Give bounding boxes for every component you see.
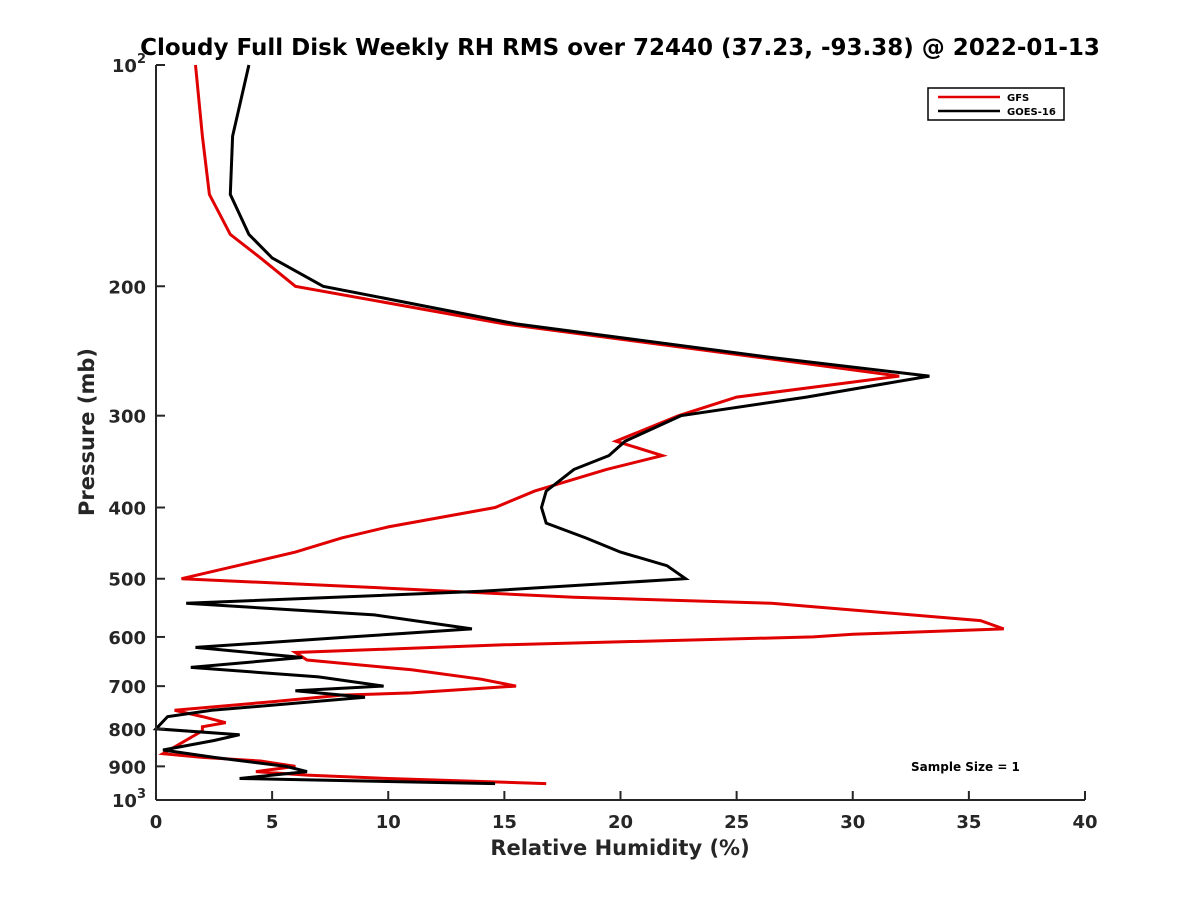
chart-title: Cloudy Full Disk Weekly RH RMS over 7244… bbox=[140, 35, 1100, 61]
legend-label-goes16: GOES-16 bbox=[1007, 107, 1056, 118]
y-tick-label: 200 bbox=[108, 277, 146, 298]
x-tick-label: 15 bbox=[492, 812, 517, 833]
y-tick-label: 900 bbox=[108, 757, 146, 778]
y-tick-label: 600 bbox=[108, 628, 146, 649]
x-axis-ticks: 0 5 10 15 20 25 30 35 40 bbox=[150, 791, 1098, 833]
x-axis-label: Relative Humidity (%) bbox=[490, 836, 749, 860]
series-layer bbox=[152, 64, 1005, 786]
legend: GFS GOES-16 bbox=[927, 87, 1065, 121]
y-tick-base: 10 bbox=[112, 791, 137, 812]
x-tick-label: 30 bbox=[840, 812, 865, 833]
x-tick-label: 40 bbox=[1072, 812, 1097, 833]
y-tick-label: 700 bbox=[108, 677, 146, 698]
x-tick-label: 20 bbox=[608, 812, 633, 833]
y-tick-label: 400 bbox=[108, 499, 146, 520]
x-tick-label: 35 bbox=[956, 812, 981, 833]
legend-box bbox=[927, 87, 1065, 121]
y-tick-base: 10 bbox=[112, 56, 137, 77]
y-tick-label: 102 bbox=[112, 52, 146, 77]
series-line-goes16 bbox=[152, 64, 930, 786]
sample-size-annotation: Sample Size = 1 bbox=[911, 760, 1020, 774]
y-tick-label: 103 bbox=[112, 787, 146, 812]
x-tick-label: 25 bbox=[724, 812, 749, 833]
x-tick-label: 0 bbox=[150, 812, 163, 833]
y-axis-label: Pressure (mb) bbox=[75, 348, 99, 516]
y-tick-label: 800 bbox=[108, 720, 146, 741]
y-tick-label: 300 bbox=[108, 407, 146, 428]
x-tick-label: 5 bbox=[266, 812, 279, 833]
x-tick-label: 10 bbox=[376, 812, 401, 833]
series-line-gfs bbox=[158, 64, 1005, 786]
plot-area: 0 5 10 15 20 25 30 35 40 10220030040050060070080… bbox=[108, 52, 1097, 833]
y-tick-exponent: 3 bbox=[137, 787, 146, 802]
legend-label-gfs: GFS bbox=[1007, 93, 1029, 104]
y-tick-exponent: 2 bbox=[137, 52, 146, 67]
y-tick-label: 500 bbox=[108, 570, 146, 591]
